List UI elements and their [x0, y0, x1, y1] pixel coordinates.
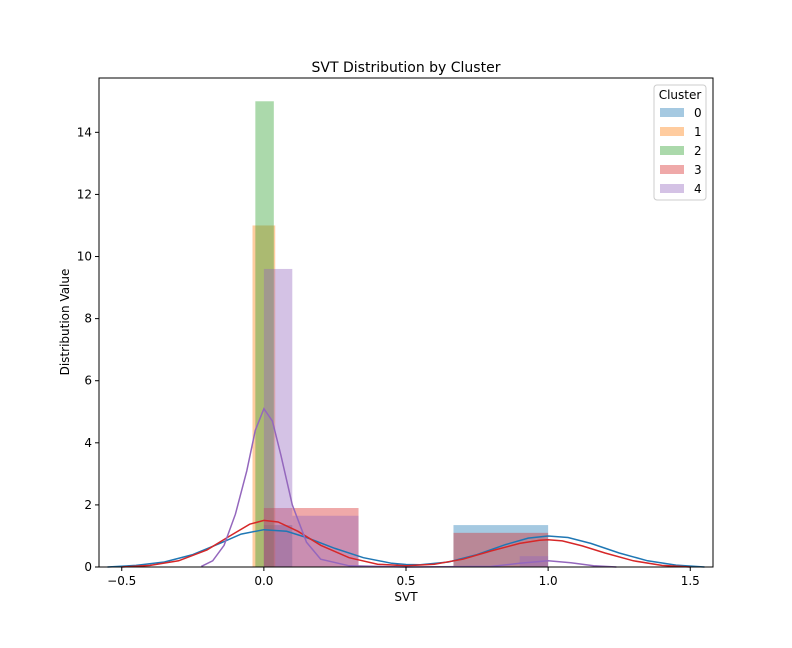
y-tick-label: 8 — [84, 312, 92, 326]
kde-line-cluster-3 — [121, 519, 691, 568]
x-tick-label: 1.5 — [681, 574, 700, 588]
bar-cluster-3-1 — [453, 532, 549, 567]
y-axis-label: Distribution Value — [58, 269, 72, 376]
legend-swatch-2 — [660, 146, 684, 155]
bar-cluster-2-0 — [255, 101, 274, 568]
y-tick-label: 10 — [77, 250, 92, 264]
bar-cluster-1-0 — [252, 225, 276, 567]
legend-label-0: 0 — [694, 106, 702, 120]
legend-swatch-1 — [660, 127, 684, 136]
y-tick-label: 6 — [84, 374, 92, 388]
kde-layer — [107, 407, 705, 568]
y-tick-label: 2 — [84, 498, 92, 512]
x-tick-label: 0.0 — [254, 574, 273, 588]
legend: Cluster 0 1 2 3 4 — [653, 84, 707, 201]
bar-cluster-4-0 — [263, 268, 293, 567]
y-axis: 0 2 4 6 8 10 12 14 — [77, 125, 99, 574]
x-tick-label: 1.0 — [539, 574, 558, 588]
x-tick-label: 0.5 — [396, 574, 415, 588]
kde-line-cluster-4 — [200, 407, 617, 568]
legend-label-1: 1 — [694, 125, 702, 139]
y-tick-label: 4 — [84, 436, 92, 450]
legend-label-2: 2 — [694, 144, 702, 158]
legend-box — [653, 84, 707, 201]
bar-cluster-4-1 — [292, 515, 359, 567]
x-axis-label: SVT — [394, 590, 418, 604]
bar-cluster-3-0 — [263, 508, 359, 567]
legend-label-3: 3 — [694, 163, 702, 177]
x-axis: −0.5 0.0 0.5 1.0 1.5 — [107, 567, 700, 588]
y-tick-label: 12 — [77, 187, 92, 201]
x-tick-label: −0.5 — [107, 574, 136, 588]
legend-swatch-3 — [660, 165, 684, 174]
chart-title: SVT Distribution by Cluster — [312, 60, 501, 76]
y-tick-label: 14 — [77, 125, 92, 139]
legend-swatch-4 — [660, 184, 684, 193]
legend-title: Cluster — [659, 88, 702, 102]
legend-items: 0 1 2 3 4 — [660, 106, 702, 196]
y-tick-label: 0 — [84, 560, 92, 574]
legend-swatch-0 — [660, 108, 684, 117]
kde-line-cluster-0 — [107, 528, 705, 568]
legend-label-4: 4 — [694, 182, 702, 196]
